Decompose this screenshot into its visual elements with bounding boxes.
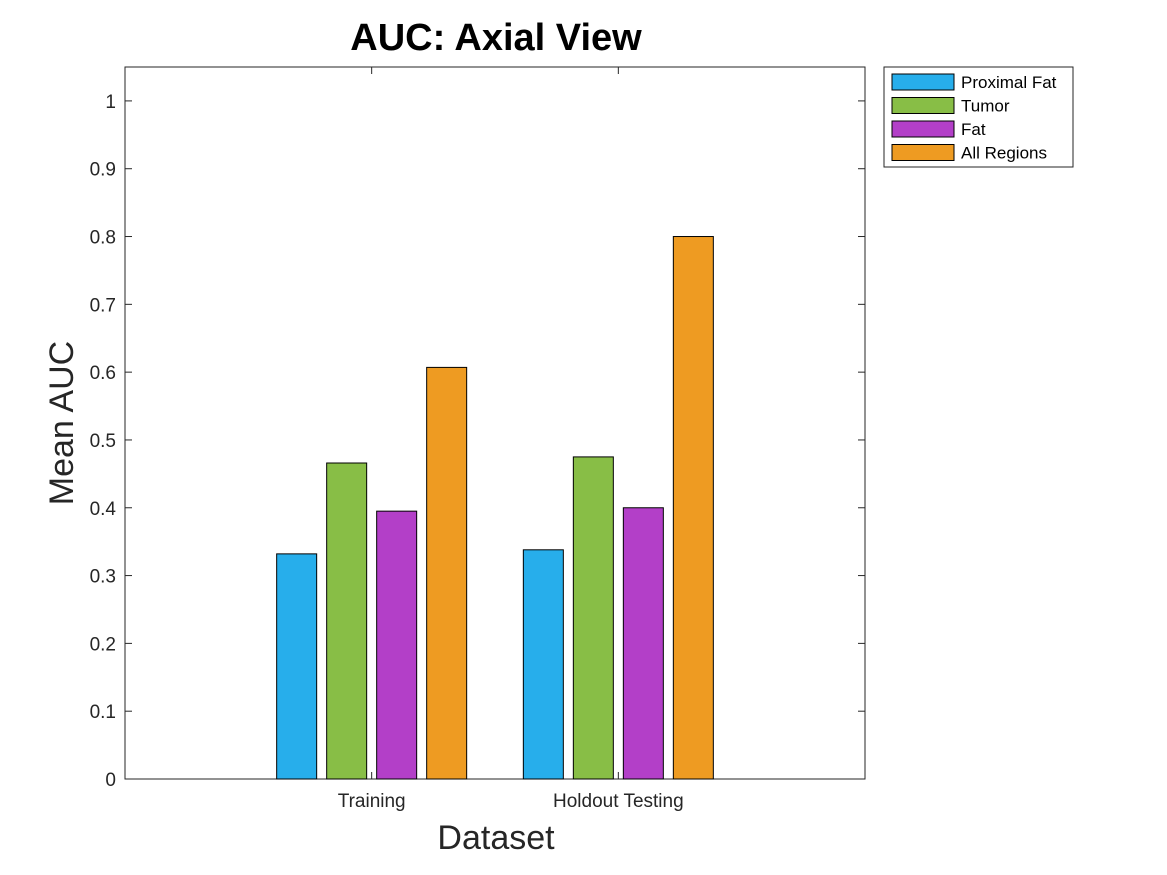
plot-frame bbox=[124, 66, 866, 780]
legend-label: Fat bbox=[961, 120, 986, 139]
legend-label: Tumor bbox=[961, 97, 1010, 116]
y-tick-label: 0.9 bbox=[90, 160, 116, 181]
y-tick-label: 0 bbox=[105, 770, 116, 791]
y-tick-label: 0.6 bbox=[90, 363, 116, 384]
x-tick-label: Holdout Testing bbox=[553, 791, 684, 812]
x-tick-label: Training bbox=[338, 791, 406, 812]
y-tick-label: 0.8 bbox=[90, 228, 116, 249]
legend: Proximal Fat Tumor Fat All Regions bbox=[883, 66, 1074, 168]
bar-all-regions bbox=[672, 236, 714, 780]
y-tick-label: 1 bbox=[105, 92, 116, 113]
bar-tumor bbox=[572, 456, 614, 780]
bar-proximal-fat bbox=[522, 549, 564, 780]
legend-swatch bbox=[891, 97, 955, 114]
y-tick-label: 0.7 bbox=[90, 295, 116, 316]
y-tick-label: 0.3 bbox=[90, 567, 116, 588]
legend-swatch bbox=[891, 73, 955, 91]
y-axis-title: Mean AUC bbox=[43, 341, 81, 505]
legend-swatch bbox=[891, 144, 955, 161]
chart-title: AUC: Axial View bbox=[350, 17, 642, 59]
legend-label: All Regions bbox=[961, 144, 1047, 163]
x-axis-title: Dataset bbox=[437, 819, 555, 857]
axis-ticks: 0 0.1 0.2 0.3 0.4 0.5 0.6 0.7 0.8 0.9 1 Training Hol… bbox=[90, 67, 865, 812]
y-tick-label: 0.2 bbox=[90, 634, 116, 655]
y-tick-label: 0.4 bbox=[90, 499, 117, 520]
plot-area: 0 0.1 0.2 0.3 0.4 0.5 0.6 0.7 0.8 0.9 1 Training Hol… bbox=[90, 66, 866, 812]
legend-label: Proximal Fat bbox=[961, 73, 1057, 92]
bars bbox=[276, 236, 714, 780]
bar-proximal-fat bbox=[276, 553, 318, 780]
y-tick-label: 0.1 bbox=[90, 702, 116, 723]
y-tick-label: 0.5 bbox=[90, 431, 116, 452]
bar-fat bbox=[622, 507, 664, 780]
bar-tumor bbox=[326, 462, 368, 780]
legend-swatch bbox=[891, 120, 955, 138]
bar-all-regions bbox=[426, 366, 468, 780]
bar-fat bbox=[376, 510, 418, 780]
